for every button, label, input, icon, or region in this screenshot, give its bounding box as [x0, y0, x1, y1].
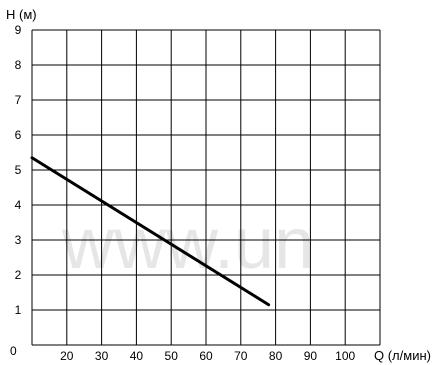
y-tick-label: 8 [15, 58, 22, 72]
y-tick-label: 7 [15, 93, 22, 107]
y-tick-label: 2 [15, 268, 22, 282]
x-tick-label: 100 [335, 349, 355, 363]
watermark: www.un [61, 204, 314, 284]
x-tick-label: 70 [234, 349, 248, 363]
y-tick-label: 9 [15, 23, 22, 37]
grid [31, 29, 381, 346]
y-tick-label: 6 [15, 128, 22, 142]
x-tick-labels: 20 30 40 50 60 70 80 90 100 [60, 349, 355, 363]
x-tick-label: 50 [165, 349, 179, 363]
y-tick-label: 5 [15, 163, 22, 177]
y-origin-label: 0 [10, 344, 17, 358]
x-tick-label: 90 [304, 349, 318, 363]
y-axis-label: H (м) [6, 7, 37, 22]
series-line [30, 156, 271, 307]
x-tick-label: 60 [199, 349, 213, 363]
y-tick-label: 1 [15, 303, 22, 317]
y-tick-label: 4 [15, 198, 22, 212]
y-tick-label: 3 [15, 233, 22, 247]
y-tick-labels: 1 2 3 4 5 6 7 8 9 [15, 23, 22, 317]
x-tick-label: 20 [60, 349, 74, 363]
x-tick-label: 30 [95, 349, 109, 363]
x-axis-label: Q (л/мин) [374, 348, 431, 363]
series-layer [30, 156, 271, 307]
x-tick-label: 80 [269, 349, 283, 363]
x-tick-label: 40 [130, 349, 144, 363]
